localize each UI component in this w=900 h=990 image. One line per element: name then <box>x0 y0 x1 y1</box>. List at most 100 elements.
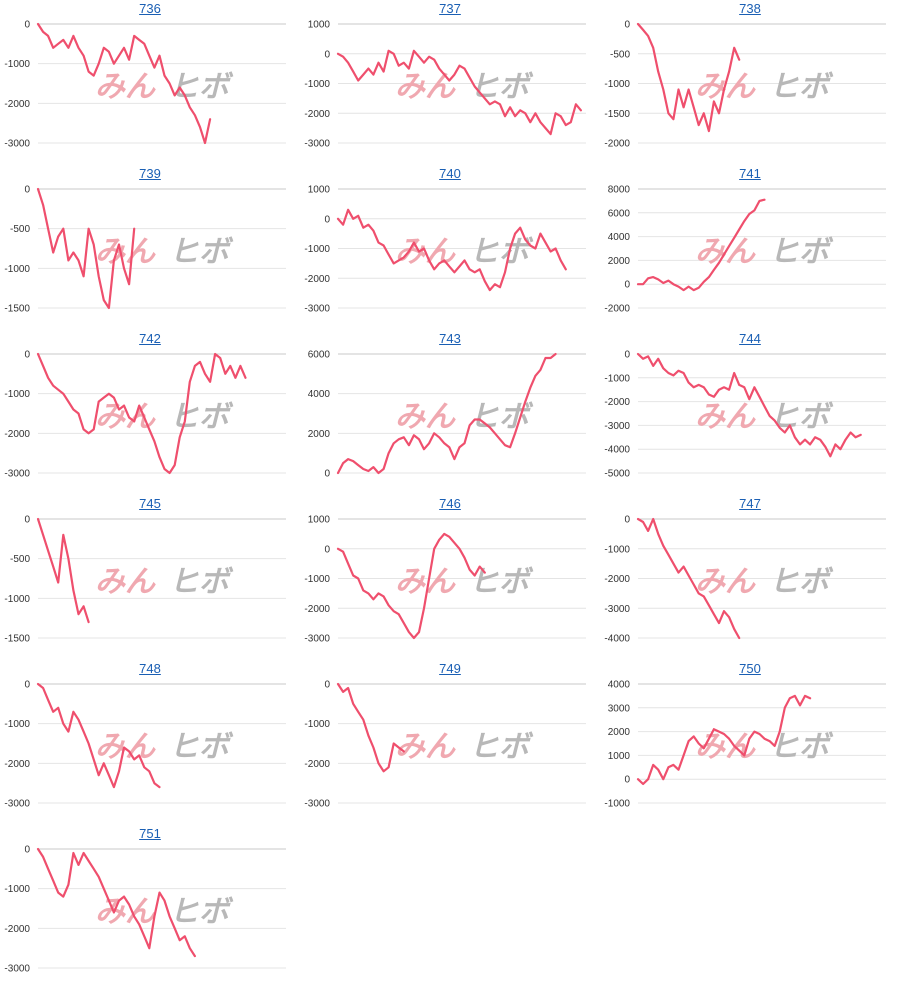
chart-svg: 4000 3000 2000 1000 0 -1000 みん ヒボ <box>604 680 886 810</box>
series-line <box>336 682 405 773</box>
svg-text:ヒボ: ヒボ <box>169 565 234 600</box>
chart-title-link[interactable]: 740 <box>439 166 461 181</box>
y-tick-label: -1000 <box>604 79 630 90</box>
chart-title-link[interactable]: 741 <box>739 166 761 181</box>
y-tick-label: 1000 <box>608 751 631 762</box>
series-line <box>636 517 741 640</box>
svg-text:ヒボ: ヒボ <box>769 400 834 435</box>
chart-title-link[interactable]: 745 <box>139 496 161 511</box>
y-tick-label: 1000 <box>308 185 331 196</box>
chart-svg: 0 -500 -1000 -1500 みん ヒボ <box>4 185 286 315</box>
y-tick-label: 0 <box>24 185 30 196</box>
y-tick-label: -3000 <box>4 139 30 150</box>
y-tick-label: -3000 <box>604 421 630 432</box>
y-tick-label: -3000 <box>4 964 30 975</box>
y-tick-label: -2000 <box>304 274 330 285</box>
y-tick-label: 2000 <box>308 429 331 440</box>
y-tick-label: -3000 <box>304 139 330 150</box>
series-line <box>36 352 247 475</box>
chart-title-link[interactable]: 746 <box>439 496 461 511</box>
y-tick-label: -2000 <box>304 759 330 770</box>
series-line <box>36 847 196 958</box>
watermark-logo: みん ヒボ <box>95 565 234 600</box>
series-line <box>336 532 486 640</box>
chart-745: 0 -500 -1000 -1500 みん ヒボ 745 <box>0 495 300 660</box>
svg-text:みん: みん <box>695 400 756 435</box>
watermark-logo: みん ヒボ <box>695 400 834 435</box>
watermark-logo: みん ヒボ <box>395 400 534 435</box>
y-tick-label: -2000 <box>4 924 30 935</box>
svg-text:みん: みん <box>95 70 156 105</box>
chart-title-link[interactable]: 750 <box>739 661 761 676</box>
y-tick-label: -1000 <box>304 574 330 585</box>
svg-text:ヒボ: ヒボ <box>169 730 234 765</box>
chart-748: 0 -1000 -2000 -3000 みん ヒボ 748 <box>0 660 300 825</box>
svg-text:ヒボ: ヒボ <box>769 70 834 105</box>
svg-text:みん: みん <box>95 400 156 435</box>
y-tick-label: 0 <box>624 515 630 526</box>
y-tick-label: 1000 <box>308 515 331 526</box>
chart-737: 1000 0 -1000 -2000 -3000 みん ヒボ 737 <box>300 0 600 165</box>
y-tick-label: -3000 <box>604 604 630 615</box>
svg-text:ヒボ: ヒボ <box>769 565 834 600</box>
y-tick-label: 0 <box>324 680 330 691</box>
y-tick-label: -2000 <box>304 109 330 120</box>
watermark-logo: みん ヒボ <box>695 565 834 600</box>
y-tick-label: 2000 <box>608 727 631 738</box>
y-tick-label: 1000 <box>308 20 331 31</box>
chart-title-link[interactable]: 743 <box>439 331 461 346</box>
chart-svg: 6000 4000 2000 0 みん ヒボ <box>308 350 586 480</box>
watermark-logo: みん ヒボ <box>395 730 534 765</box>
chart-title-link[interactable]: 748 <box>139 661 161 676</box>
y-tick-label: -1000 <box>604 544 630 555</box>
chart-750: 4000 3000 2000 1000 0 -1000 みん ヒボ 750 <box>600 660 900 825</box>
chart-title-link[interactable]: 739 <box>139 166 161 181</box>
series-line <box>36 517 90 624</box>
chart-svg: 0 -1000 -2000 -3000 -4000 -5000 みん ヒボ <box>604 350 886 480</box>
chart-svg: 0 -500 -1000 -1500 みん ヒボ <box>4 515 286 645</box>
y-tick-label: 0 <box>624 280 630 291</box>
y-tick-label: 8000 <box>608 185 631 196</box>
chart-740: 1000 0 -1000 -2000 -3000 みん ヒボ 740 <box>300 165 600 330</box>
y-tick-label: -1500 <box>4 304 30 315</box>
series-line <box>36 187 136 310</box>
chart-title-link[interactable]: 736 <box>139 1 161 16</box>
chart-title-link[interactable]: 749 <box>439 661 461 676</box>
y-tick-label: 0 <box>24 515 30 526</box>
watermark-logo: みん ヒボ <box>395 565 534 600</box>
y-tick-label: 0 <box>624 20 630 31</box>
y-tick-label: -1000 <box>4 594 30 605</box>
y-tick-label: -2000 <box>604 574 630 585</box>
chart-title-link[interactable]: 747 <box>739 496 761 511</box>
y-tick-label: 0 <box>324 544 330 555</box>
chart-736: 0 -1000 -2000 -3000 みん ヒボ 736 <box>0 0 300 165</box>
chart-751: 0 -1000 -2000 -3000 みん ヒボ 751 <box>0 825 300 990</box>
svg-text:みん: みん <box>695 565 756 600</box>
series-line <box>636 198 766 292</box>
y-tick-label: 3000 <box>608 703 631 714</box>
chart-747: 0 -1000 -2000 -3000 -4000 みん ヒボ 747 <box>600 495 900 660</box>
y-tick-label: -500 <box>610 49 630 60</box>
series-line <box>636 352 862 458</box>
chart-title-link[interactable]: 751 <box>139 826 161 841</box>
y-tick-label: -1000 <box>4 884 30 895</box>
chart-title-link[interactable]: 742 <box>139 331 161 346</box>
chart-title-link[interactable]: 744 <box>739 331 761 346</box>
chart-title-link[interactable]: 737 <box>439 1 461 16</box>
y-tick-label: -3000 <box>304 304 330 315</box>
chart-742: 0 -1000 -2000 -3000 みん ヒボ 742 <box>0 330 300 495</box>
y-tick-label: -2000 <box>604 304 630 315</box>
y-tick-label: 6000 <box>308 350 331 361</box>
chart-739: 0 -500 -1000 -1500 みん ヒボ 739 <box>0 165 300 330</box>
chart-744: 0 -1000 -2000 -3000 -4000 -5000 みん ヒボ 744 <box>600 330 900 495</box>
chart-741: 8000 6000 4000 2000 0 -2000 みん ヒボ 741 <box>600 165 900 330</box>
svg-text:ヒボ: ヒボ <box>469 235 534 270</box>
svg-text:ヒボ: ヒボ <box>469 70 534 105</box>
y-tick-label: -1000 <box>4 719 30 730</box>
y-tick-label: -2000 <box>304 604 330 615</box>
chart-title-link[interactable]: 738 <box>739 1 761 16</box>
